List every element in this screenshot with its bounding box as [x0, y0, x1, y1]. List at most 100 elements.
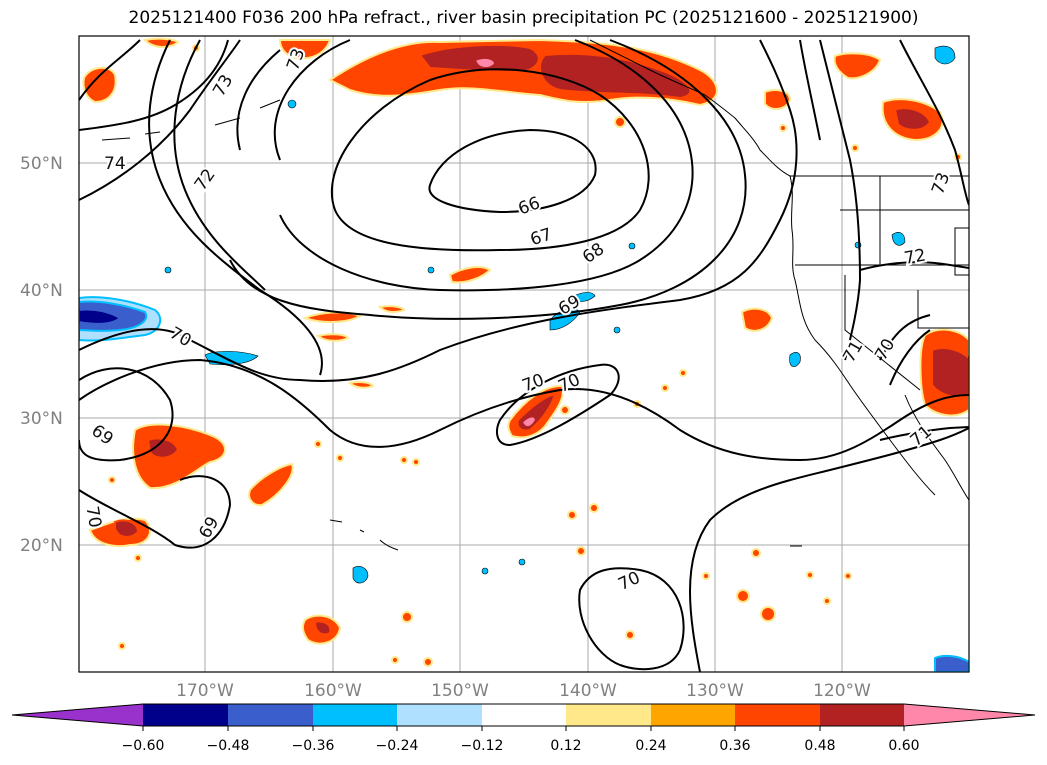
lat-label: 50°N: [20, 154, 63, 174]
precip-blob-c1: [302, 311, 363, 324]
contour-69: [229, 39, 747, 320]
precip-cell: [134, 554, 142, 562]
precip-cell: [336, 454, 344, 462]
precip-cell: [625, 630, 635, 640]
colorbar-segment: [397, 704, 482, 726]
lon-label: 120°W: [813, 681, 871, 701]
contour-71: [148, 39, 323, 376]
contour-74b: [79, 39, 229, 131]
contour-72-ne: [859, 261, 969, 271]
lat-label: 20°N: [20, 536, 63, 556]
lon-label: 130°W: [686, 681, 744, 701]
contour-70-ca: [889, 329, 931, 386]
precip-cell: [481, 567, 489, 575]
colorbar-ticks: [142, 726, 905, 731]
precip-cell: [679, 369, 687, 377]
colorbar-segment: [651, 704, 735, 726]
precip-cell: [427, 266, 435, 274]
contour-72: [173, 39, 266, 291]
precip-neg-c2: [569, 292, 596, 302]
latitude-labels: 50°N 40°N 30°N 20°N: [20, 154, 63, 556]
lon-label: 170°W: [176, 681, 234, 701]
contour-label: 74: [104, 154, 126, 174]
precip-cell: [576, 546, 586, 556]
lon-label: 140°W: [559, 681, 617, 701]
precip-blob-west-alaska: [278, 39, 332, 60]
lat-label: 40°N: [20, 281, 63, 301]
precip-blob-w1-core: [146, 437, 180, 459]
precip-cell: [589, 503, 599, 513]
precip-cell: [314, 440, 322, 448]
lon-label: 150°W: [431, 681, 489, 701]
precip-blob-alaska-peak: [473, 56, 497, 70]
colorbar-tick-label: −0.36: [292, 738, 335, 754]
contour-70-se: [689, 427, 969, 672]
colorbar-tick-label: −0.24: [376, 738, 419, 754]
precip-cell: [108, 476, 116, 484]
lon-label: 160°W: [304, 681, 362, 701]
precip-cell: [614, 116, 626, 128]
colorbar-segment: [313, 704, 397, 726]
precip-cell: [423, 657, 433, 667]
contour-71-coast: [819, 39, 862, 361]
contour-67: [330, 68, 650, 252]
colorbar-segment: [566, 704, 651, 726]
colorbar-tick-label: 0.48: [804, 738, 835, 754]
precip-neg-w3: [352, 566, 369, 584]
precip-cell: [661, 384, 669, 392]
contour-70-low: [578, 567, 685, 671]
precip-blob-ca-core: [931, 347, 969, 398]
precip-cell: [760, 606, 776, 622]
contour-70: [79, 39, 798, 382]
colorbar-tail-positive: [904, 704, 1035, 726]
precip-cell: [412, 458, 420, 466]
map-frame: [78, 35, 970, 673]
precip-cell: [823, 597, 831, 605]
colorbar-tail-negative: [12, 704, 143, 726]
contour-70-south: [79, 358, 969, 462]
colorbar-tick-label: 0.12: [550, 738, 581, 754]
precip-blob-c2: [315, 333, 350, 342]
precip-cell: [751, 548, 761, 558]
contour-73-ne: [899, 39, 969, 206]
contour-68: [273, 39, 694, 292]
colorbar-tick-label: −0.12: [461, 738, 504, 754]
contour-74: [79, 39, 141, 101]
precip-cell: [779, 124, 787, 132]
colorbar-tick-label: 0.36: [719, 738, 750, 754]
precip-blob-c5: [348, 381, 375, 389]
precip-neg-ca: [789, 352, 801, 368]
colorbar-segment: [820, 704, 904, 726]
precip-cell: [401, 611, 413, 623]
colorbar-segment: [735, 704, 820, 726]
precip-cell: [844, 572, 852, 580]
precip-blob-c4: [448, 266, 492, 284]
precip-cell: [851, 144, 859, 152]
contour-69-west: [79, 367, 174, 462]
contour-label: 72: [903, 245, 928, 268]
colorbar-tick-label: −0.60: [122, 738, 165, 754]
precip-neg-se: [934, 654, 969, 672]
contour-70-coast: [799, 39, 821, 141]
precip-cell: [567, 510, 577, 520]
contour-71-se: [879, 314, 931, 361]
colorbar-tick-labels: −0.60 −0.48 −0.36 −0.24 −0.12 0.12 0.24 …: [122, 738, 920, 754]
precip-blob-w3-core: [114, 519, 140, 538]
precip-blob-ne-1-core: [893, 107, 932, 131]
precip-cell: [736, 589, 750, 603]
contour-73: [79, 39, 241, 201]
contour-70-center: [496, 363, 620, 447]
precip-blob-ne-3: [934, 45, 956, 65]
precip-blob-or: [740, 307, 774, 332]
colorbar-segment: [228, 704, 313, 726]
colorbar-tick-label: −0.48: [207, 738, 250, 754]
longitude-labels: 170°W 160°W 150°W 140°W 130°W 120°W: [176, 681, 871, 701]
contour-66: [428, 128, 597, 214]
colorbar: −0.60 −0.48 −0.36 −0.24 −0.12 0.12 0.24 …: [11, 703, 1036, 754]
graticule: [79, 36, 969, 672]
precip-cell: [391, 656, 399, 664]
precip-blob-ne-2: [833, 52, 882, 80]
precip-blob-w4-core: [313, 620, 332, 636]
precip-cell: [806, 571, 814, 579]
